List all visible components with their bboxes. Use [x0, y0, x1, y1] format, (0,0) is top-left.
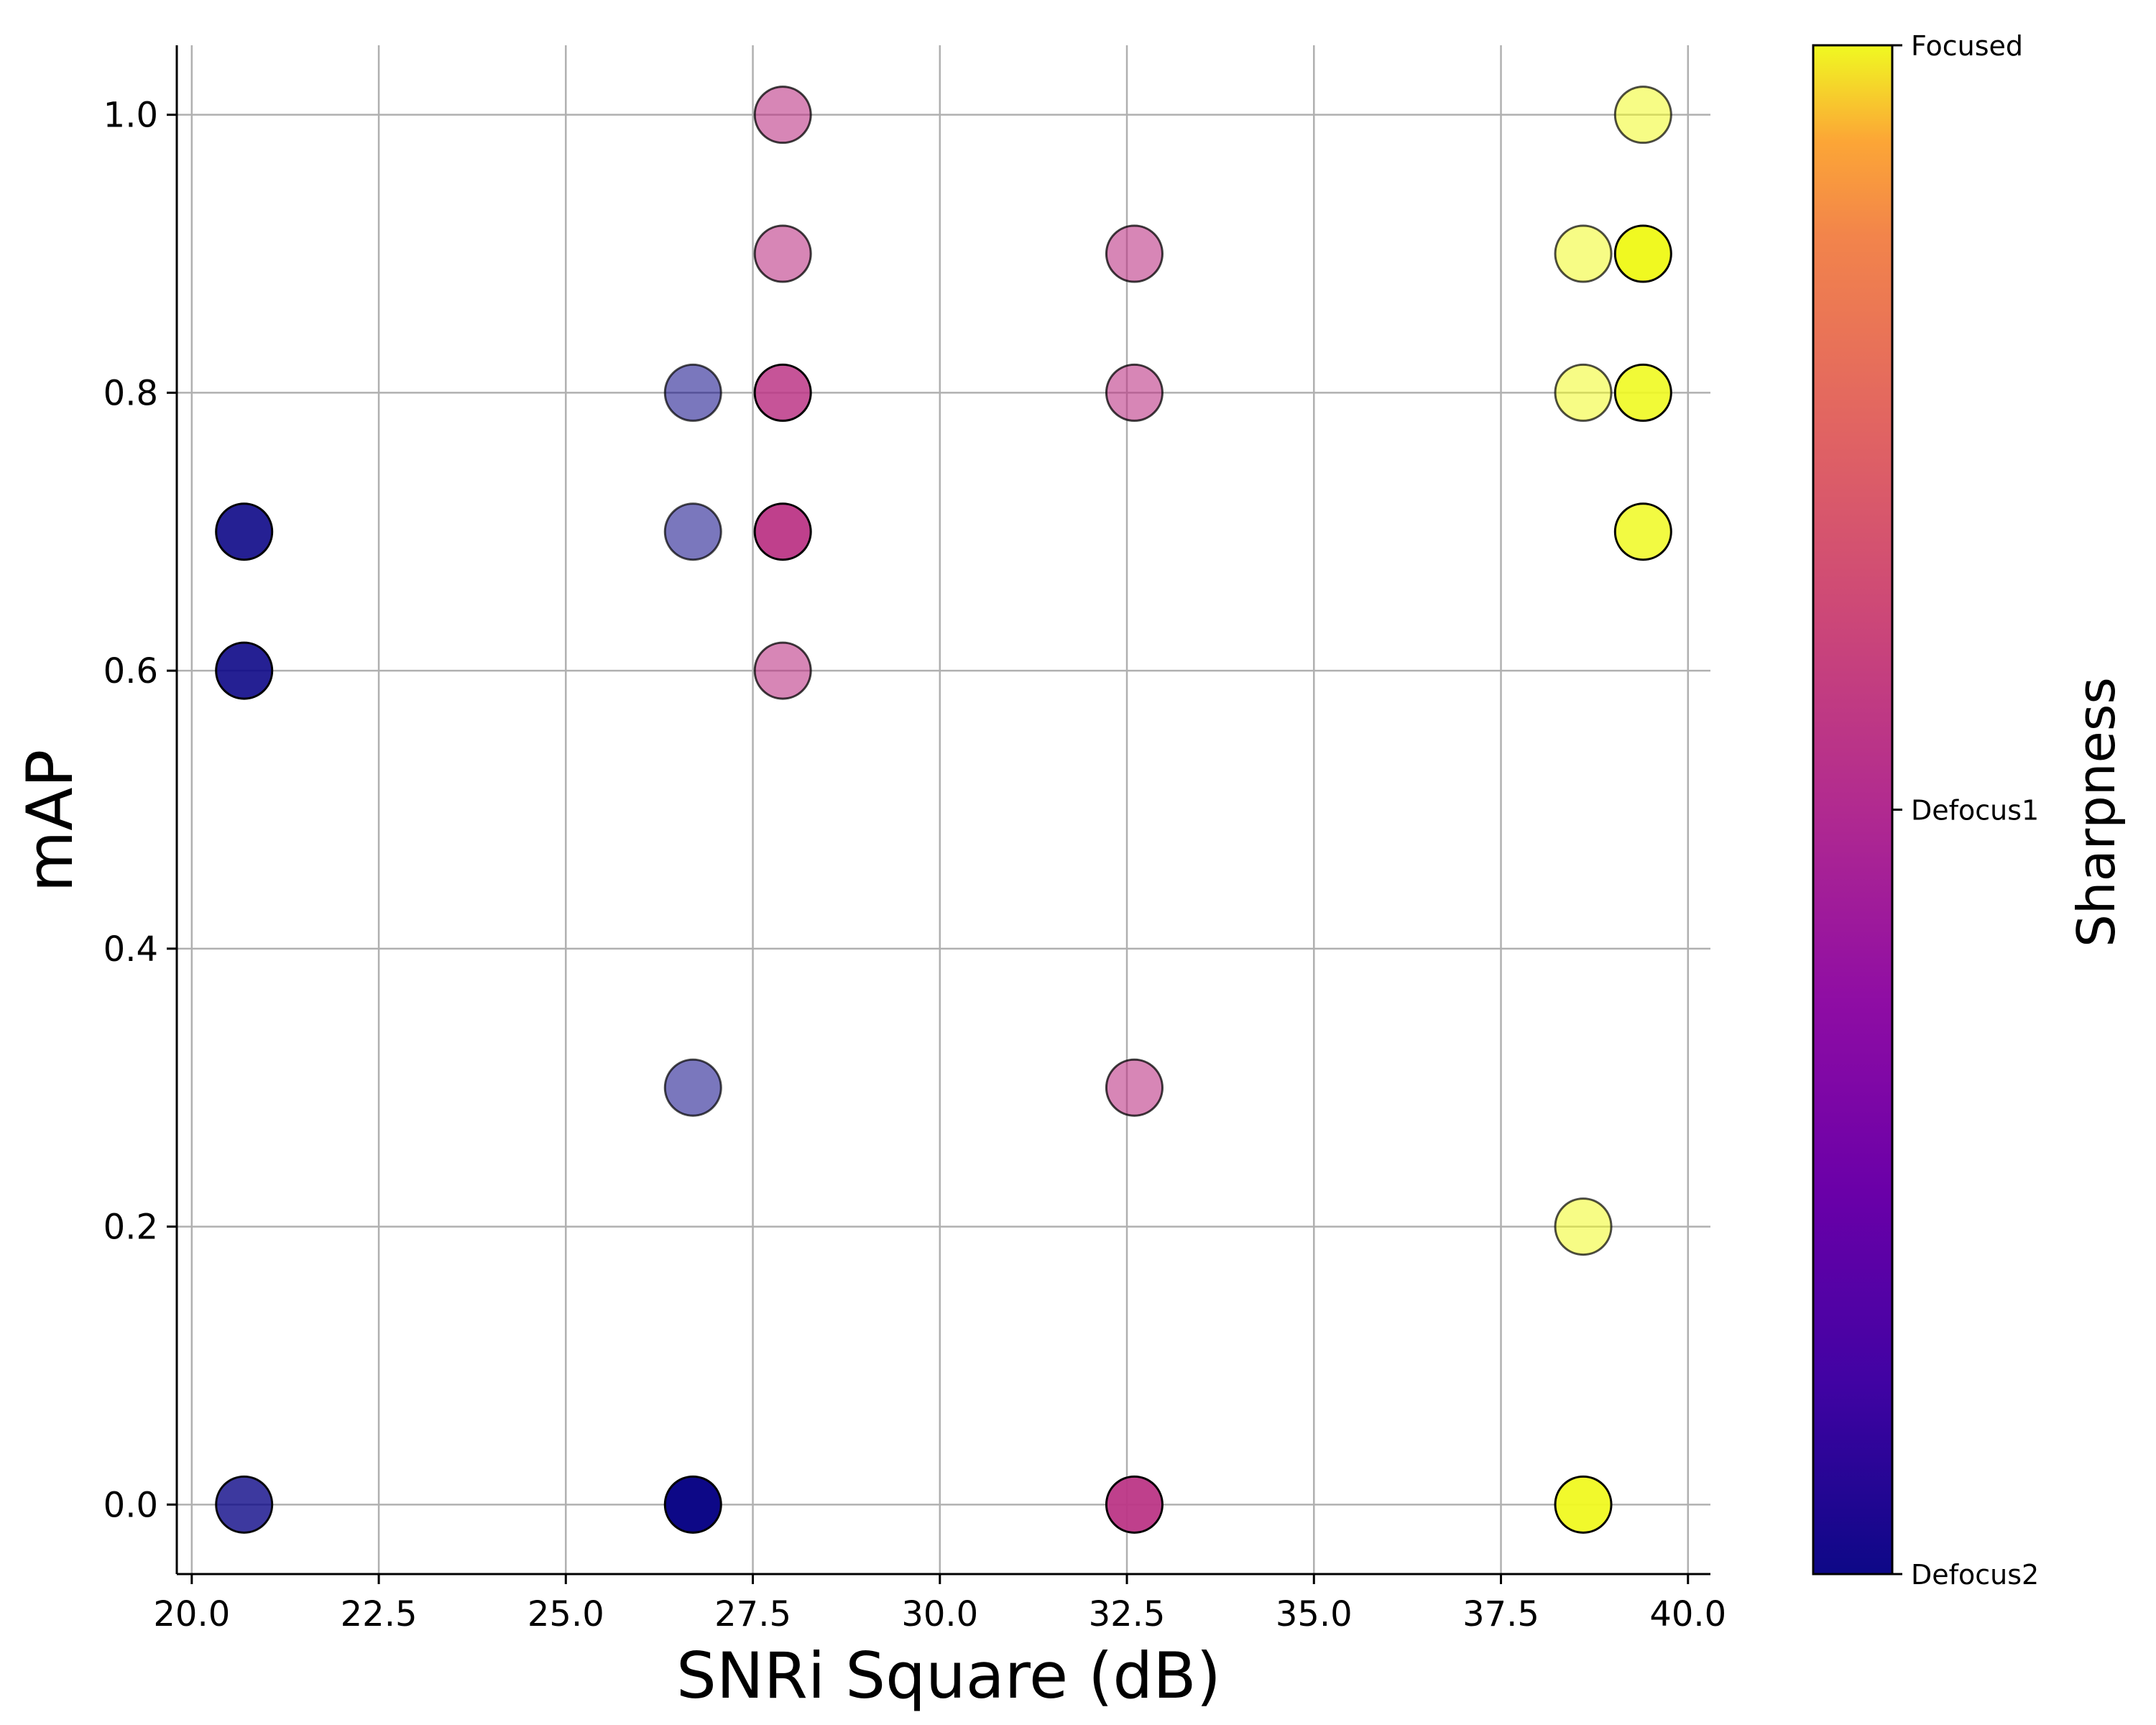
data-point: [753, 363, 812, 422]
data-point: [1105, 224, 1164, 283]
data-point: [215, 502, 274, 561]
x-tick-label: 35.0: [1276, 1594, 1353, 1634]
y-tick-label: 0.0: [103, 1485, 158, 1525]
plot-axes: [175, 45, 1710, 1576]
x-tick-label: 22.5: [341, 1594, 418, 1634]
grid-lines: [177, 45, 1710, 1574]
x-tick-label: 32.5: [1089, 1594, 1166, 1634]
x-axis-ticks: 20.0 22.5 25.0 27.5 30.0 32.5 35.0 37.5 40.0: [153, 1574, 1726, 1634]
y-tick-label: 0.4: [103, 929, 158, 970]
data-point: [1105, 1475, 1164, 1534]
data-point: [215, 1475, 274, 1534]
colorbar-ticks: Defocus2 Defocus1 Focused: [1892, 30, 2039, 1591]
x-tick-label: 20.0: [153, 1594, 230, 1634]
y-axis-ticks: 0.0 0.2 0.4 0.6 0.8 1.0: [103, 96, 177, 1525]
data-point: [1554, 224, 1613, 283]
colorbar-tick-label: Defocus2: [1911, 1559, 2039, 1591]
data-point: [215, 641, 274, 700]
data-point: [1554, 1197, 1613, 1256]
data-point: [1613, 224, 1672, 283]
x-tick-label: 25.0: [528, 1594, 604, 1634]
data-point: [1613, 86, 1672, 144]
data-point: [753, 641, 812, 700]
data-point: [753, 86, 812, 144]
colorbar-gradient: [1812, 44, 1894, 1576]
data-point: [1105, 1058, 1164, 1117]
colorbar-tick-label: Defocus1: [1911, 795, 2039, 827]
y-tick-label: 0.6: [103, 651, 158, 691]
data-points: [215, 86, 1672, 1534]
x-tick-label: 40.0: [1649, 1594, 1726, 1634]
data-point: [663, 502, 722, 561]
data-point: [1554, 1475, 1613, 1534]
colorbar: Defocus2 Defocus1 Focused Sharpness: [1812, 30, 2127, 1591]
x-tick-label: 37.5: [1462, 1594, 1539, 1634]
y-tick-label: 1.0: [103, 96, 158, 136]
data-point: [1613, 363, 1672, 422]
data-point: [663, 1058, 722, 1117]
y-tick-label: 0.2: [103, 1208, 158, 1248]
data-point: [753, 224, 812, 283]
x-axis-label: SNRi Square (dB): [676, 1639, 1221, 1713]
y-axis-label: mAP: [13, 750, 87, 893]
data-point: [1554, 363, 1613, 422]
x-tick-label: 27.5: [714, 1594, 791, 1634]
y-tick-label: 0.8: [103, 373, 158, 413]
colorbar-label: Sharpness: [2066, 677, 2127, 947]
x-tick-label: 30.0: [901, 1594, 978, 1634]
data-point: [1613, 502, 1672, 561]
data-point: [1105, 363, 1164, 422]
data-point: [663, 363, 722, 422]
data-point: [753, 502, 812, 561]
data-point: [663, 1475, 722, 1534]
colorbar-tick-label: Focused: [1911, 30, 2023, 62]
